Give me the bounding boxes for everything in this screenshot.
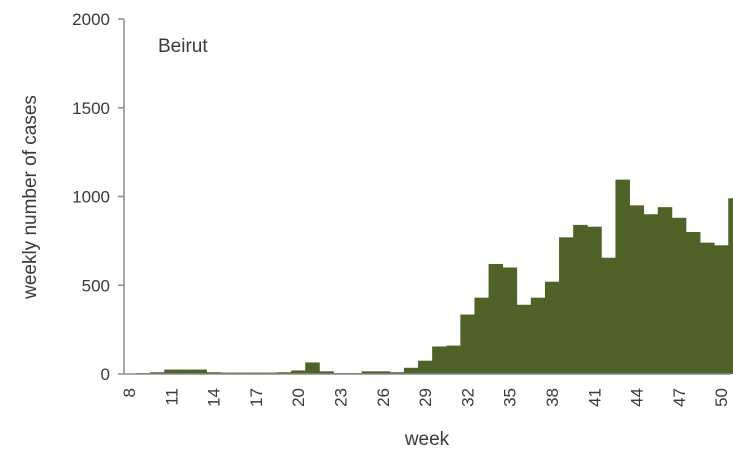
y-tick-label: 2000 <box>72 10 110 29</box>
bar-week-27 <box>389 372 405 374</box>
bar-week-47 <box>671 217 687 374</box>
bar-week-34 <box>488 263 504 374</box>
bar-week-51 <box>728 198 733 374</box>
x-tick-labels: 8 11 14 17 20 23 26 29 32 35 38 41 44 47 50 <box>120 388 731 407</box>
bar-week-28 <box>403 367 419 374</box>
bar-week-36 <box>516 304 532 374</box>
x-axis-title: week <box>404 429 450 450</box>
bar-week-14 <box>206 372 222 374</box>
x-tick-label: 50 <box>712 388 731 407</box>
bar-week-33 <box>474 297 489 374</box>
x-tick-label: 35 <box>501 388 520 407</box>
x-tick-label: 26 <box>374 388 393 407</box>
bar-week-22 <box>319 371 334 374</box>
x-tick-label: 41 <box>585 388 604 407</box>
bar-week-37 <box>530 297 546 374</box>
bar-week-31 <box>446 345 461 374</box>
bar-week-35 <box>502 267 518 374</box>
y-axis-title: weekly number of cases <box>20 95 41 300</box>
bar-week-30 <box>432 346 447 374</box>
bar-week-48 <box>685 232 701 374</box>
x-tick-label: 14 <box>205 388 224 407</box>
y-tick-label: 1000 <box>72 188 110 207</box>
bar-week-39 <box>559 237 574 374</box>
bar-week-50 <box>714 245 729 374</box>
bar-week-26 <box>375 371 391 374</box>
bar-week-12 <box>178 369 193 374</box>
x-tick-label: 17 <box>247 388 266 407</box>
bar-week-44 <box>629 205 645 375</box>
y-tick-label: 0 <box>101 365 110 384</box>
x-tick-label: 11 <box>162 388 181 406</box>
x-tick-label: 32 <box>458 388 477 407</box>
bar-week-10 <box>150 372 165 374</box>
bar-week-32 <box>460 314 475 374</box>
axes-group <box>118 18 731 375</box>
y-tick-label: 1500 <box>72 99 110 118</box>
bar-week-21 <box>305 362 320 374</box>
bar-week-11 <box>164 369 179 374</box>
x-tick-label: 47 <box>670 388 689 407</box>
bar-week-29 <box>418 360 433 374</box>
bars-group <box>136 179 733 375</box>
x-tick-label: 29 <box>416 388 435 407</box>
bar-week-13 <box>192 369 207 374</box>
y-tick-label: 500 <box>82 276 110 295</box>
bar-week-43 <box>615 179 630 374</box>
bar-week-20 <box>291 370 306 374</box>
bar-week-40 <box>573 224 588 374</box>
bar-week-38 <box>544 281 560 374</box>
panel-title: Beirut <box>158 36 208 57</box>
bar-week-25 <box>361 371 377 374</box>
bar-week-49 <box>700 242 715 374</box>
x-tick-label: 23 <box>332 388 351 407</box>
x-tick-label: 38 <box>543 388 562 407</box>
x-tick-label: 20 <box>289 388 308 407</box>
bar-week-46 <box>657 207 673 374</box>
x-tick-label: 8 <box>120 388 139 397</box>
bar-week-42 <box>601 257 616 374</box>
bar-week-41 <box>587 226 602 374</box>
y-tick-labels: 0 500 1000 1500 2000 <box>72 10 110 384</box>
bar-week-45 <box>643 214 659 374</box>
bar-week-19 <box>277 372 292 374</box>
x-tick-label: 44 <box>628 388 647 407</box>
